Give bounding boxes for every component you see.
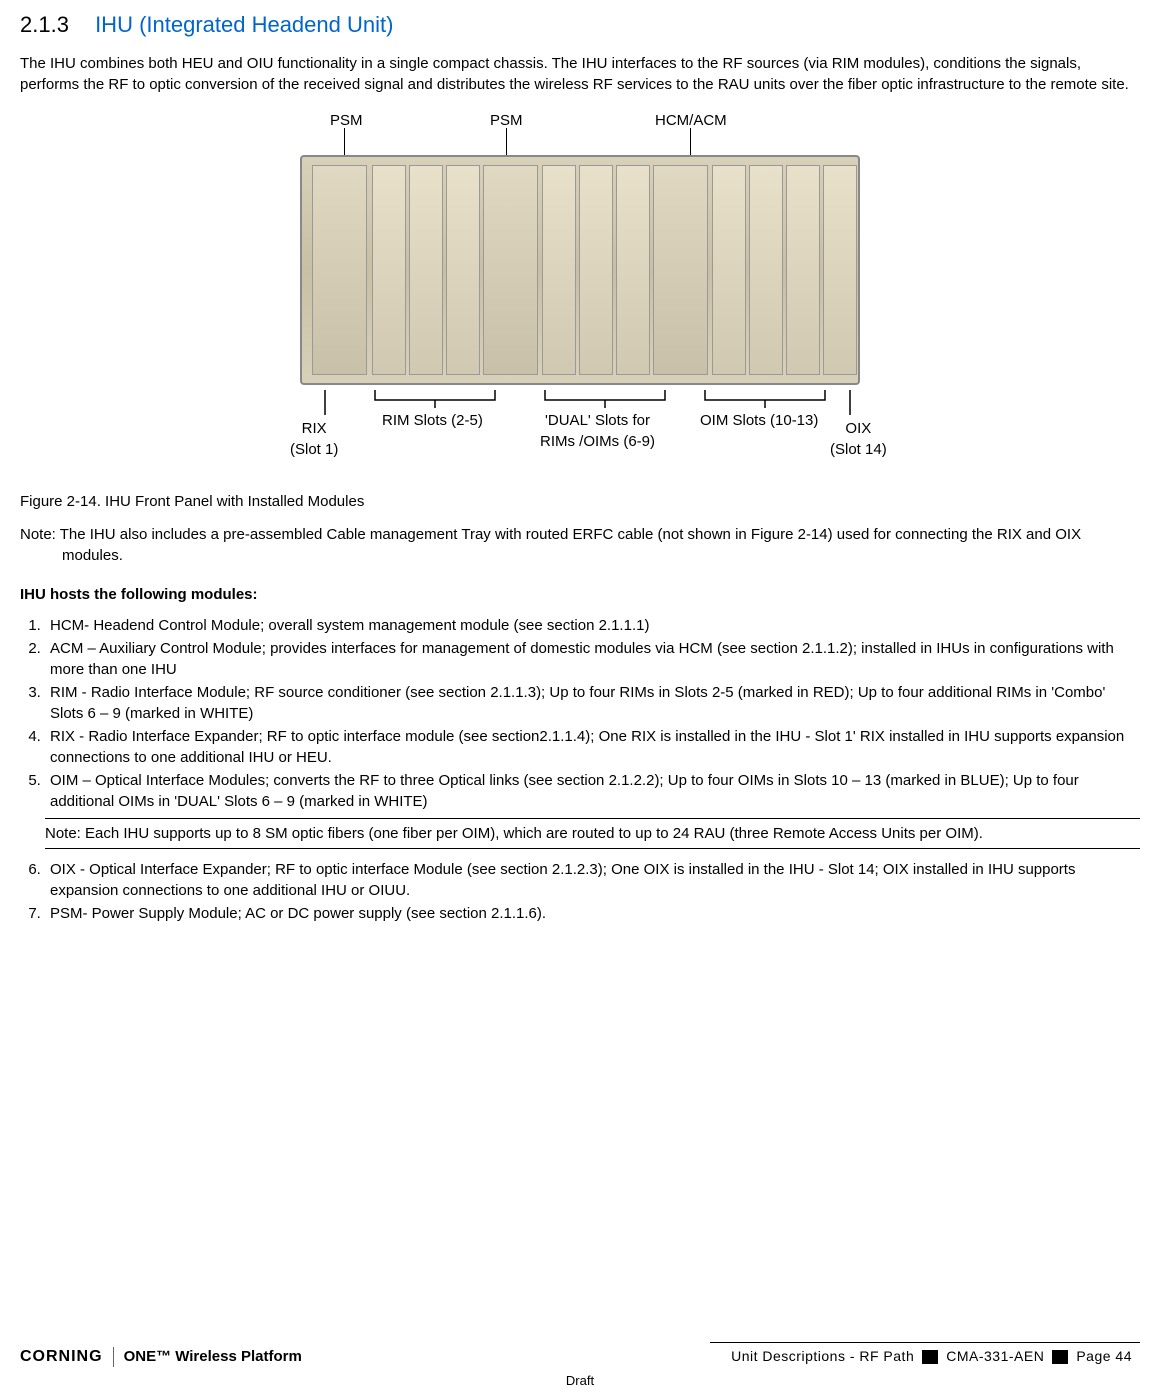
section-title: IHU (Integrated Headend Unit): [95, 12, 393, 37]
dual-label: 'DUAL' Slots for RIMs /OIMs (6-9): [540, 410, 655, 452]
slot-10: [712, 165, 746, 375]
section-number: 2.1.3: [20, 12, 69, 37]
bracket-rim: [370, 390, 500, 410]
list-item: OIX - Optical Interface Expander; RF to …: [45, 859, 1140, 901]
oix-label: OIX (Slot 14): [830, 418, 887, 460]
separator: [1052, 1350, 1068, 1364]
chassis: [300, 155, 860, 385]
slot-13: [823, 165, 857, 375]
list-item: PSM- Power Supply Module; AC or DC power…: [45, 903, 1140, 924]
footer-right: Unit Descriptions - RF Path CMA-331-AEN …: [723, 1347, 1140, 1367]
diagram-container: PSM PSM HCM/ACM: [20, 110, 1140, 476]
slot-5: [542, 165, 576, 375]
slot-1: [372, 165, 406, 375]
callout-line: [506, 128, 507, 155]
hcm-slot: [653, 165, 708, 375]
modules-heading: IHU hosts the following modules:: [20, 584, 1140, 605]
rix-label: RIX (Slot 1): [290, 418, 338, 460]
intro-paragraph: The IHU combines both HEU and OIU functi…: [20, 53, 1140, 95]
inline-note: Note: Each IHU supports up to 8 SM optic…: [45, 818, 1140, 849]
separator: [922, 1350, 938, 1364]
psm-slot-2: [483, 165, 538, 375]
bracket-oim: [700, 390, 830, 410]
section-heading: 2.1.3 IHU (Integrated Headend Unit): [20, 10, 1140, 41]
modules-list: HCM- Headend Control Module; overall sys…: [40, 615, 1140, 812]
slot-7: [616, 165, 650, 375]
divider: [113, 1347, 114, 1367]
bracket-rix: [315, 390, 335, 420]
bracket-oix: [840, 390, 860, 420]
callout-line: [690, 128, 691, 155]
callout-line: [344, 128, 345, 155]
note-text: Note: The IHU also includes a pre-assemb…: [20, 524, 1140, 566]
product-text: ONE™ Wireless Platform: [124, 1346, 302, 1367]
footer-logo: CORNING ONE™ Wireless Platform: [20, 1346, 302, 1368]
list-item: ACM – Auxiliary Control Module; provides…: [45, 638, 1140, 680]
oim-label: OIM Slots (10-13): [700, 410, 818, 431]
ihu-diagram: PSM PSM HCM/ACM: [260, 110, 900, 470]
slot-12: [786, 165, 820, 375]
psm-slot-1: [312, 165, 367, 375]
figure-caption: Figure 2-14. IHU Front Panel with Instal…: [20, 491, 1140, 512]
bracket-dual: [540, 390, 670, 410]
slot-6: [579, 165, 613, 375]
footer-page: Page 44: [1068, 1347, 1140, 1367]
slot-3: [446, 165, 480, 375]
footer-path: Unit Descriptions - RF Path: [723, 1347, 922, 1367]
slot-11: [749, 165, 783, 375]
list-item: RIM - Radio Interface Module; RF source …: [45, 682, 1140, 724]
slot-2: [409, 165, 443, 375]
brand-text: CORNING: [20, 1346, 103, 1368]
list-item: OIM – Optical Interface Modules; convert…: [45, 770, 1140, 812]
modules-list-cont: OIX - Optical Interface Expander; RF to …: [40, 859, 1140, 924]
psm-label-1: PSM: [330, 110, 363, 131]
rim-label: RIM Slots (2-5): [382, 410, 483, 431]
list-item: HCM- Headend Control Module; overall sys…: [45, 615, 1140, 636]
footer: CORNING ONE™ Wireless Platform Unit Desc…: [20, 1346, 1140, 1368]
list-item: RIX - Radio Interface Expander; RF to op…: [45, 726, 1140, 768]
draft-label: Draft: [566, 1372, 594, 1390]
footer-doc: CMA-331-AEN: [938, 1347, 1052, 1367]
